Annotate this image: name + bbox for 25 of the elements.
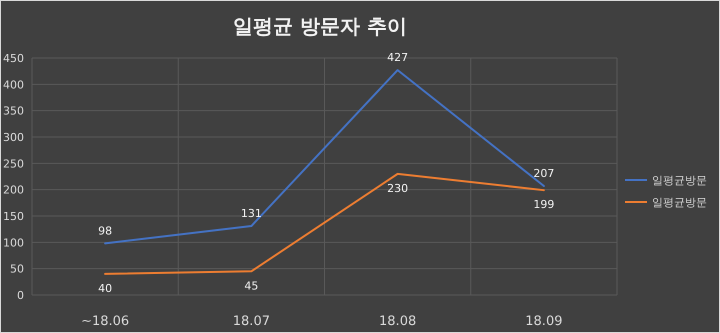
y-tick-label: 100 — [3, 236, 24, 250]
y-tick-label: 350 — [3, 104, 24, 118]
legend-label: 일평균방문 — [652, 196, 707, 209]
data-label: 98 — [98, 224, 112, 238]
y-tick-label: 200 — [3, 184, 24, 197]
data-label: 427 — [387, 51, 408, 64]
x-tick-label: 18.08 — [379, 314, 416, 329]
x-tick-label: ~18.06 — [81, 314, 130, 329]
x-tick-label: 18.07 — [232, 314, 270, 329]
chart-title: 일평균 방문자 추이 — [233, 14, 407, 38]
y-tick-label: 400 — [3, 78, 24, 92]
y-tick-label: 50 — [10, 262, 24, 276]
y-tick-label: 250 — [3, 157, 24, 170]
data-label: 230 — [387, 182, 408, 195]
data-label: 40 — [98, 282, 112, 295]
y-tick-label: 450 — [3, 52, 24, 65]
data-label: 199 — [533, 198, 554, 212]
legend-label: 일평균방문 — [652, 174, 707, 187]
y-tick-label: 0 — [17, 289, 24, 302]
data-label: 207 — [533, 166, 554, 180]
data-label: 45 — [244, 279, 258, 292]
data-label: 131 — [240, 207, 262, 220]
y-tick-label: 150 — [3, 210, 24, 223]
x-tick-label: 18.09 — [525, 314, 562, 329]
y-tick-label: 300 — [3, 131, 24, 144]
